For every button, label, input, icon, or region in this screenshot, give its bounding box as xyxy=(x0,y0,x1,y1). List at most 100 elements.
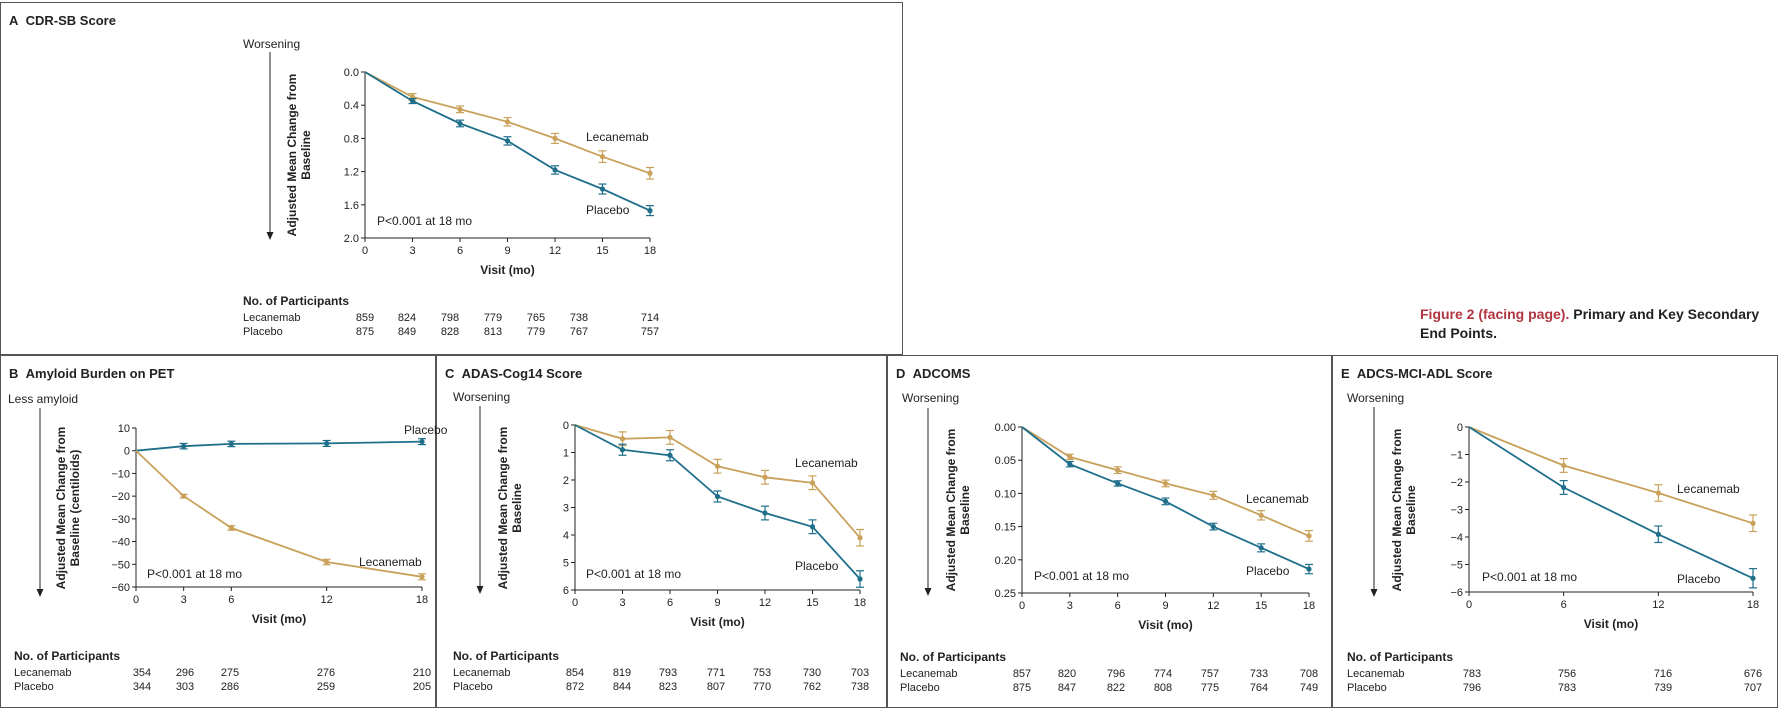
panel-a-xtick-label: 9 xyxy=(504,245,510,257)
panel-a-participants-count: 824 xyxy=(398,312,416,324)
panel-c-series-placebo-point xyxy=(667,452,673,458)
panel-d-xtick-label: 18 xyxy=(1303,600,1315,612)
panel-d-ytick-label: 0.00 xyxy=(995,422,1016,434)
panel-c-participants-count: 854 xyxy=(566,667,584,679)
panel-c-series-lecanemab-point xyxy=(667,434,673,440)
panel-b-series-lecanemab-point xyxy=(228,525,234,531)
caption-label: Figure 2 (facing page). xyxy=(1420,306,1570,322)
panel-b-participants-count: 259 xyxy=(317,681,335,693)
panel-a-participants-row-label: Placebo xyxy=(243,326,283,338)
panel-e-ytick-label: −6 xyxy=(1450,587,1463,599)
panel-a-xtick-label: 12 xyxy=(549,245,561,257)
panel-b-ytick-label: −30 xyxy=(111,514,130,526)
panel-b-series-lecanemab-label: Lecanemab xyxy=(359,555,422,569)
panel-d-series-lecanemab-label: Lecanemab xyxy=(1246,492,1309,506)
panel-d-xtick-label: 12 xyxy=(1207,600,1219,612)
panel-e-series-placebo-label: Placebo xyxy=(1677,572,1721,586)
panel-c-participants-count: 793 xyxy=(659,667,677,679)
panel-c-direction-label: Worsening xyxy=(453,390,510,404)
panel-a-direction-label: Worsening xyxy=(243,37,300,51)
panel-d-series-placebo-point xyxy=(1162,498,1169,504)
panel-d-xtick-label: 0 xyxy=(1019,600,1025,612)
panel-b-participants-row-label: Lecanemab xyxy=(14,667,72,679)
panel-b-title: B Amyloid Burden on PET xyxy=(9,366,175,381)
panel-e-participants-count: 756 xyxy=(1558,668,1576,680)
panel-d-series-lecanemab-point xyxy=(1162,480,1169,487)
panel-a-ytick-label: 2.0 xyxy=(344,233,359,245)
panel-d-xlabel: Visit (mo) xyxy=(1138,618,1192,632)
panel-d-ytick-label: 0.15 xyxy=(995,522,1016,534)
panel-b-series-placebo-label: Placebo xyxy=(404,423,448,437)
panel-e-participants-count: 796 xyxy=(1463,682,1481,694)
panel-e-series-placebo-point xyxy=(1750,575,1756,581)
panel-b-series-lecanemab-point xyxy=(324,559,330,565)
panel-b-direction-arrowhead xyxy=(36,589,44,597)
panel-d-participants-count: 733 xyxy=(1250,668,1268,680)
panel-b-ylabel: Adjusted Mean Change from xyxy=(54,427,68,590)
panel-c-title: C ADAS-Cog14 Score xyxy=(445,366,583,381)
panel-a-ytick-label: 0.0 xyxy=(344,67,359,79)
panel-c-xlabel: Visit (mo) xyxy=(690,615,744,629)
panel-c-series-placebo-point xyxy=(619,447,626,453)
panel-a-ylabel: Baseline xyxy=(299,130,313,180)
panel-d-ytick-label: 0.10 xyxy=(995,488,1016,500)
panel-d-series-lecanemab-point xyxy=(1210,492,1216,498)
panel-c-participants-count: 807 xyxy=(707,681,725,693)
panel-b-participants-header: No. of Participants xyxy=(14,649,120,663)
panel-d-series-lecanemab-point xyxy=(1258,512,1264,518)
panel-a-series-lecanemab-point xyxy=(504,119,511,125)
panel-b-xtick-label: 18 xyxy=(416,594,428,606)
panel-b-ylabel: Baseline (centiloids) xyxy=(68,450,82,567)
panel-a-participants-count: 779 xyxy=(527,326,545,338)
panel-d-xtick-label: 9 xyxy=(1162,600,1168,612)
panel-e-xtick-label: 12 xyxy=(1652,599,1664,611)
panel-c-participants-count: 872 xyxy=(566,681,584,693)
panel-c-direction-arrowhead xyxy=(476,586,484,594)
panel-d-pvalue: P<0.001 at 18 mo xyxy=(1034,569,1129,583)
panel-e-series-lecanemab-line xyxy=(1468,426,1754,525)
panel-c-participants-count: 753 xyxy=(753,667,771,679)
panel-b-participants-count: 275 xyxy=(221,667,239,679)
panel-e-series-placebo-line xyxy=(1468,426,1754,580)
panel-d-series-placebo-label: Placebo xyxy=(1246,564,1290,578)
panel-d-series-placebo-point xyxy=(1115,480,1121,487)
panel-a-title: A CDR-SB Score xyxy=(9,13,116,28)
panel-d-series-lecanemab-point xyxy=(1115,467,1121,473)
panel-e-participants-count: 676 xyxy=(1744,668,1762,680)
panel-c-ytick-label: 5 xyxy=(563,558,569,570)
panel-a-series-lecanemab-point xyxy=(599,154,606,160)
panel-e-participants-count: 739 xyxy=(1654,682,1672,694)
panel-c-participants-count: 770 xyxy=(753,681,771,693)
panel-e-ytick-label: −2 xyxy=(1450,477,1463,489)
panel-d-xtick-label: 3 xyxy=(1067,600,1073,612)
panel-e-ytick-label: −3 xyxy=(1450,505,1463,517)
panel-c-ytick-label: 3 xyxy=(563,503,569,515)
panel-c-participants-count: 762 xyxy=(803,681,821,693)
panel-c-ytick-label: 2 xyxy=(563,475,569,487)
panel-a-direction-arrowhead xyxy=(266,232,274,240)
panel-c-series-placebo-point xyxy=(809,524,816,530)
panel-a-participants-count: 875 xyxy=(356,326,374,338)
panel-c-series-lecanemab-label: Lecanemab xyxy=(795,456,858,470)
panel-b-ytick-label: −60 xyxy=(111,582,130,594)
panel-b-ytick-label: −10 xyxy=(111,468,130,480)
panel-c-series-lecanemab-point xyxy=(809,480,816,486)
panel-a-participants-count: 767 xyxy=(570,326,588,338)
panel-c-xtick-label: 12 xyxy=(759,597,771,609)
panel-d-participants-row-label: Placebo xyxy=(900,682,940,694)
figure-caption: Figure 2 (facing page). Primary and Key … xyxy=(1420,305,1770,343)
panel-a-participants-count: 849 xyxy=(398,326,416,338)
panel-b-series-placebo-point xyxy=(419,439,425,445)
panel-a-ytick-label: 0.4 xyxy=(344,100,359,112)
panel-e-title: E ADCS-MCI-ADL Score xyxy=(1341,366,1493,381)
panel-d-ytick-label: 0.05 xyxy=(995,455,1016,467)
panel-e-xlabel: Visit (mo) xyxy=(1584,617,1638,631)
panel-e-ytick-label: −4 xyxy=(1450,532,1463,544)
panel-e-ytick-label: −1 xyxy=(1450,450,1463,462)
panel-b-participants-count: 354 xyxy=(133,667,151,679)
panel-e-xtick-label: 6 xyxy=(1561,599,1567,611)
panel-c-series-placebo-point xyxy=(857,576,863,582)
panel-d-participants-count: 875 xyxy=(1013,682,1031,694)
panel-a-ylabel: Adjusted Mean Change from xyxy=(285,74,299,237)
panel-d-participants-count: 708 xyxy=(1300,668,1318,680)
